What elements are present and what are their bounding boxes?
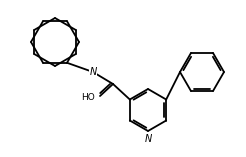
Text: HO: HO — [81, 92, 95, 101]
Text: N: N — [89, 67, 97, 77]
Text: N: N — [144, 134, 152, 144]
